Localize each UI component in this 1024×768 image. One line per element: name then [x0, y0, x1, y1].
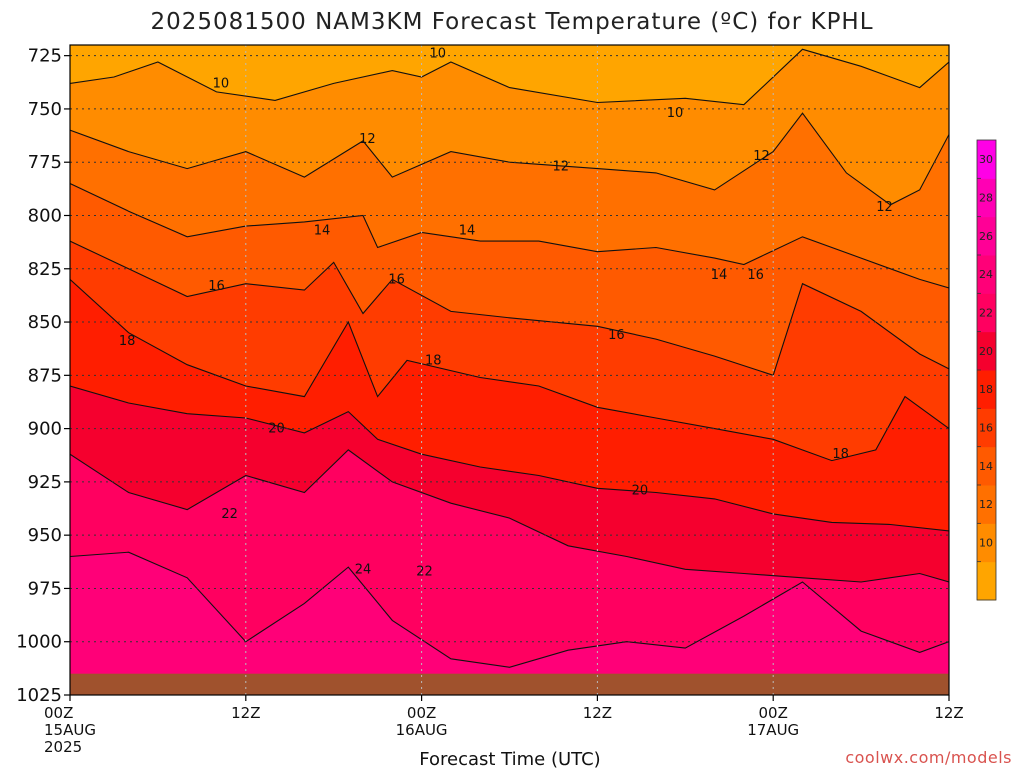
x-tick-label: 12Z — [934, 704, 963, 722]
grid — [70, 45, 950, 695]
credit-link[interactable]: coolwx.com/models — [845, 748, 1012, 767]
ground-fill — [70, 673, 949, 695]
isotherm-14 — [70, 183, 949, 289]
contour-label: 20 — [268, 422, 285, 437]
x-tick-label: 15AUG — [44, 721, 96, 739]
x-tick-label: 2025 — [44, 738, 82, 756]
isotherm-20 — [70, 385, 949, 532]
contour-labels: 10 10 10 12 12 12 12 14 14 14 16 16 16 16 18 18 18 20 20 22… — [119, 47, 893, 580]
contour-label: 16 — [208, 279, 225, 294]
contour-label: 20 — [632, 483, 649, 498]
y-tick-label: 900 — [28, 419, 62, 440]
contour-label: 16 — [388, 272, 405, 287]
y-tick-label: 750 — [28, 99, 62, 120]
y-tick-label: 975 — [28, 578, 62, 599]
chart-title: 2025081500 NAM3KM Forecast Temperature (… — [150, 9, 873, 35]
colorbar-swatch — [977, 408, 996, 448]
contour-label: 14 — [711, 268, 728, 283]
colorbar-swatch — [977, 370, 996, 409]
band-fill-24 — [70, 552, 949, 695]
contour-label: 10 — [667, 106, 684, 121]
colorbar-swatch — [977, 485, 996, 524]
y-tick-label: 850 — [28, 312, 62, 333]
colorbar-label: 22 — [979, 307, 993, 320]
colorbar-label: 28 — [979, 192, 993, 205]
plot-area — [70, 45, 949, 695]
plot-frame — [69, 44, 950, 696]
colorbar-label: 30 — [979, 153, 993, 166]
contour-label: 10 — [213, 76, 230, 91]
colorbar-swatch — [977, 255, 996, 294]
isotherm-16 — [70, 240, 949, 376]
x-tick-label: 00Z — [407, 704, 436, 722]
colorbar-label: 16 — [979, 422, 993, 435]
ground-surface — [70, 673, 949, 695]
contour-label: 10 — [429, 47, 446, 62]
contour-label: 12 — [553, 159, 570, 174]
contour-label: 24 — [355, 562, 372, 577]
contour-label: 22 — [416, 564, 433, 579]
y-tick-label: 800 — [28, 205, 62, 226]
contour-label: 18 — [119, 334, 136, 349]
x-tick-label: 00Z — [44, 704, 73, 722]
isotherm-lines — [70, 48, 949, 668]
colorbar-swatch — [977, 140, 996, 179]
isotherm-22 — [70, 449, 949, 583]
y-tick-label: 875 — [28, 365, 62, 386]
y-tick-label: 825 — [28, 259, 62, 280]
isotherm-24 — [70, 551, 949, 668]
colorbar-label: 24 — [979, 268, 993, 281]
x-tick-label: 12Z — [583, 704, 612, 722]
colorbar-swatch — [977, 331, 996, 371]
colorbar-swatch — [977, 293, 996, 333]
y-tick-label: 775 — [28, 152, 62, 173]
isotherm-18 — [70, 278, 949, 462]
contour-label: 22 — [221, 507, 238, 522]
colorbar-label: 18 — [979, 383, 993, 396]
y-tick-label: 950 — [28, 525, 62, 546]
y-tick-label: 1025 — [16, 685, 62, 706]
x-tick-label: 16AUG — [396, 721, 448, 739]
x-axis-label: Forecast Time (UTC) — [419, 749, 600, 768]
colorbar-label: 12 — [979, 498, 993, 511]
colorbar-label: 10 — [979, 537, 993, 550]
y-tick-label: 1000 — [16, 632, 62, 653]
y-axis: 725 750 775 800 825 850 875 900 925 950 975 1000 102… — [16, 46, 70, 706]
colorbar-label: 20 — [979, 345, 993, 358]
colorbar-swatch — [977, 446, 996, 486]
contour-label: 16 — [608, 328, 625, 343]
contour-label: 18 — [425, 353, 442, 368]
colorbar-swatch — [977, 561, 996, 601]
isotherm-12 — [70, 112, 949, 206]
y-tick-label: 925 — [28, 472, 62, 493]
contour-label: 12 — [876, 200, 893, 215]
contour-label: 12 — [753, 149, 770, 164]
colorbar-label: 14 — [979, 460, 993, 473]
contour-label: 12 — [359, 132, 376, 147]
x-tick-label: 00Z — [759, 704, 788, 722]
y-tick-label: 725 — [28, 46, 62, 67]
contour-label: 16 — [747, 268, 764, 283]
colorbar-swatch — [977, 523, 996, 563]
contour-label: 14 — [314, 223, 331, 238]
colorbar: 10 12 14 16 18 20 22 24 26 28 30 — [976, 139, 997, 601]
colorbar-swatch — [977, 216, 996, 256]
contour-label: 14 — [459, 223, 476, 238]
x-tick-label: 12Z — [231, 704, 260, 722]
colorbar-swatch — [977, 178, 996, 218]
isotherm-10 — [70, 48, 949, 106]
x-tick-label: 17AUG — [747, 721, 799, 739]
colorbar-label: 26 — [979, 230, 993, 243]
contour-label: 18 — [832, 447, 849, 462]
